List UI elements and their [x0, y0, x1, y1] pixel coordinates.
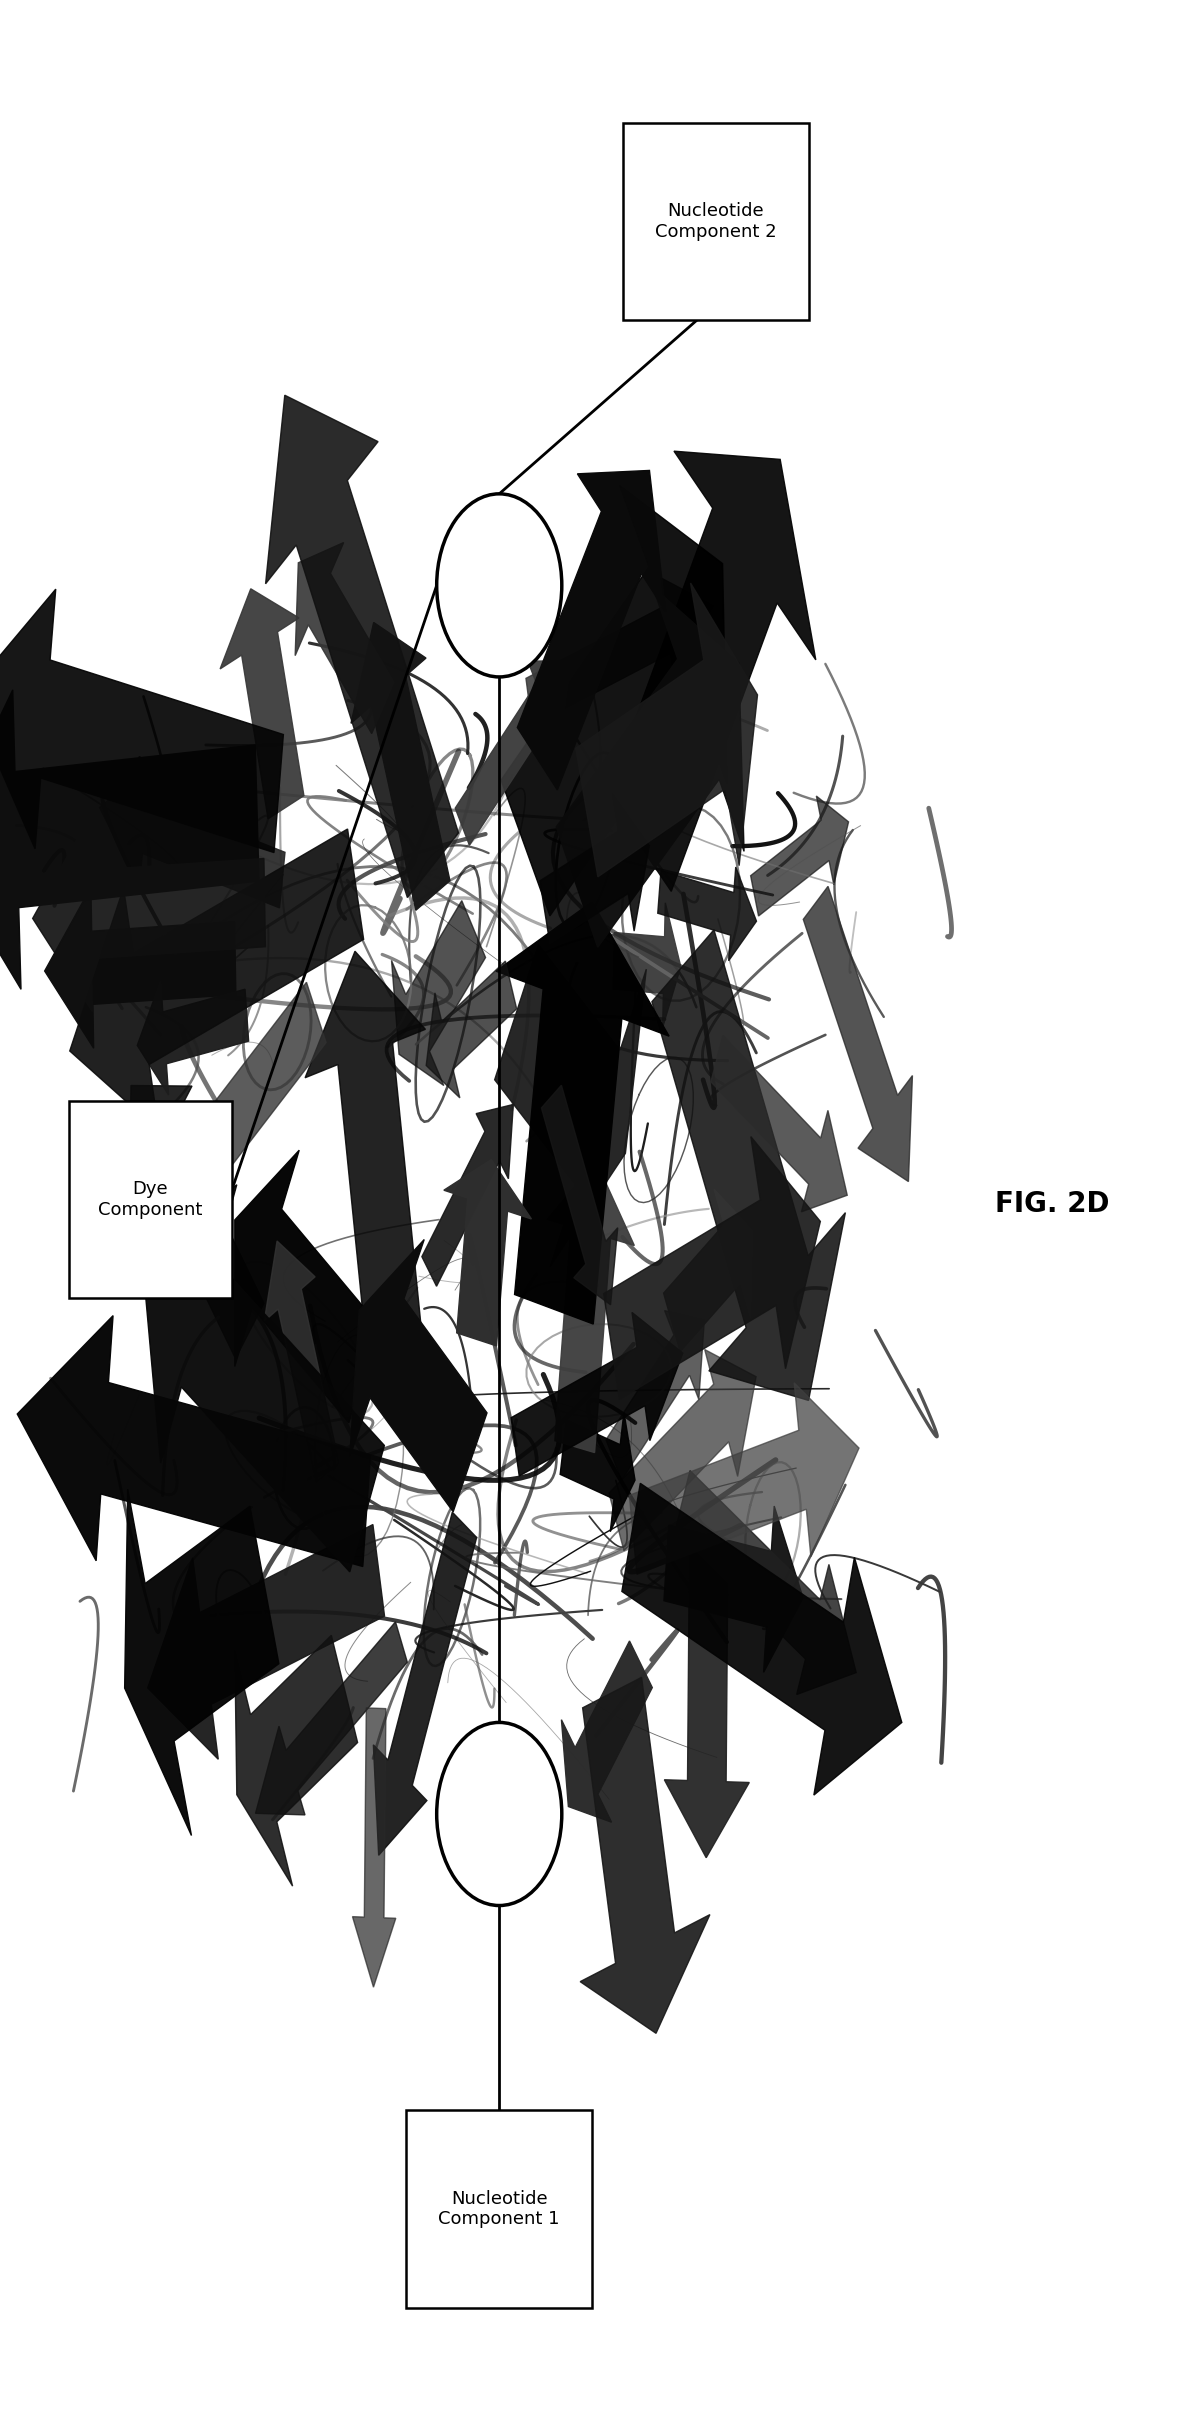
Polygon shape	[100, 764, 285, 908]
Polygon shape	[675, 1469, 857, 1694]
Text: FIG. 2D: FIG. 2D	[995, 1190, 1110, 1219]
Polygon shape	[391, 901, 486, 1086]
Polygon shape	[148, 1525, 385, 1759]
Polygon shape	[306, 952, 426, 1371]
Polygon shape	[426, 961, 516, 1099]
Polygon shape	[629, 1383, 859, 1575]
Polygon shape	[580, 1677, 710, 2033]
Text: Nucleotide
Component 2: Nucleotide Component 2	[654, 202, 777, 241]
Polygon shape	[609, 1349, 757, 1551]
Polygon shape	[130, 1086, 263, 1359]
Polygon shape	[255, 1621, 408, 1814]
FancyBboxPatch shape	[405, 2110, 592, 2308]
Polygon shape	[561, 1412, 635, 1532]
Polygon shape	[143, 1185, 385, 1571]
Polygon shape	[45, 887, 236, 1048]
Polygon shape	[17, 1315, 371, 1566]
Polygon shape	[235, 1636, 357, 1886]
Polygon shape	[614, 903, 681, 1029]
Polygon shape	[664, 1506, 804, 1672]
Polygon shape	[266, 395, 458, 899]
Polygon shape	[32, 817, 266, 1012]
Polygon shape	[606, 450, 816, 891]
Polygon shape	[664, 1551, 749, 1857]
Polygon shape	[0, 689, 259, 990]
Polygon shape	[235, 1149, 378, 1424]
FancyBboxPatch shape	[70, 1101, 231, 1298]
Polygon shape	[622, 1484, 902, 1795]
Polygon shape	[652, 930, 846, 1400]
Polygon shape	[751, 795, 848, 915]
Polygon shape	[540, 793, 650, 944]
Ellipse shape	[437, 494, 562, 677]
FancyBboxPatch shape	[623, 123, 808, 320]
Polygon shape	[511, 1313, 683, 1477]
Polygon shape	[502, 484, 727, 915]
Polygon shape	[373, 1513, 476, 1855]
Polygon shape	[576, 583, 758, 877]
Polygon shape	[137, 980, 249, 1096]
Polygon shape	[658, 867, 757, 961]
Polygon shape	[444, 1159, 532, 1347]
Polygon shape	[804, 887, 912, 1180]
Polygon shape	[496, 901, 669, 1325]
Polygon shape	[351, 622, 450, 911]
Ellipse shape	[437, 1722, 562, 1906]
Polygon shape	[70, 829, 363, 1130]
Polygon shape	[664, 1190, 753, 1351]
Polygon shape	[0, 590, 284, 853]
Polygon shape	[517, 470, 665, 790]
Polygon shape	[604, 1137, 820, 1400]
Polygon shape	[606, 1310, 705, 1479]
Polygon shape	[711, 1036, 847, 1212]
Polygon shape	[422, 1103, 514, 1286]
Polygon shape	[547, 1161, 634, 1453]
Polygon shape	[265, 1241, 339, 1484]
Polygon shape	[141, 983, 326, 1250]
Polygon shape	[494, 944, 646, 1267]
Polygon shape	[350, 1241, 487, 1513]
Polygon shape	[541, 1084, 618, 1306]
Text: Nucleotide
Component 1: Nucleotide Component 1	[439, 2190, 559, 2228]
Polygon shape	[556, 588, 743, 947]
Polygon shape	[526, 578, 713, 725]
Polygon shape	[455, 660, 570, 846]
Polygon shape	[125, 1489, 279, 1836]
Polygon shape	[220, 588, 304, 819]
Polygon shape	[352, 1708, 396, 1987]
Polygon shape	[295, 542, 393, 735]
Polygon shape	[562, 1641, 652, 1821]
Text: Dye
Component: Dye Component	[99, 1180, 202, 1219]
